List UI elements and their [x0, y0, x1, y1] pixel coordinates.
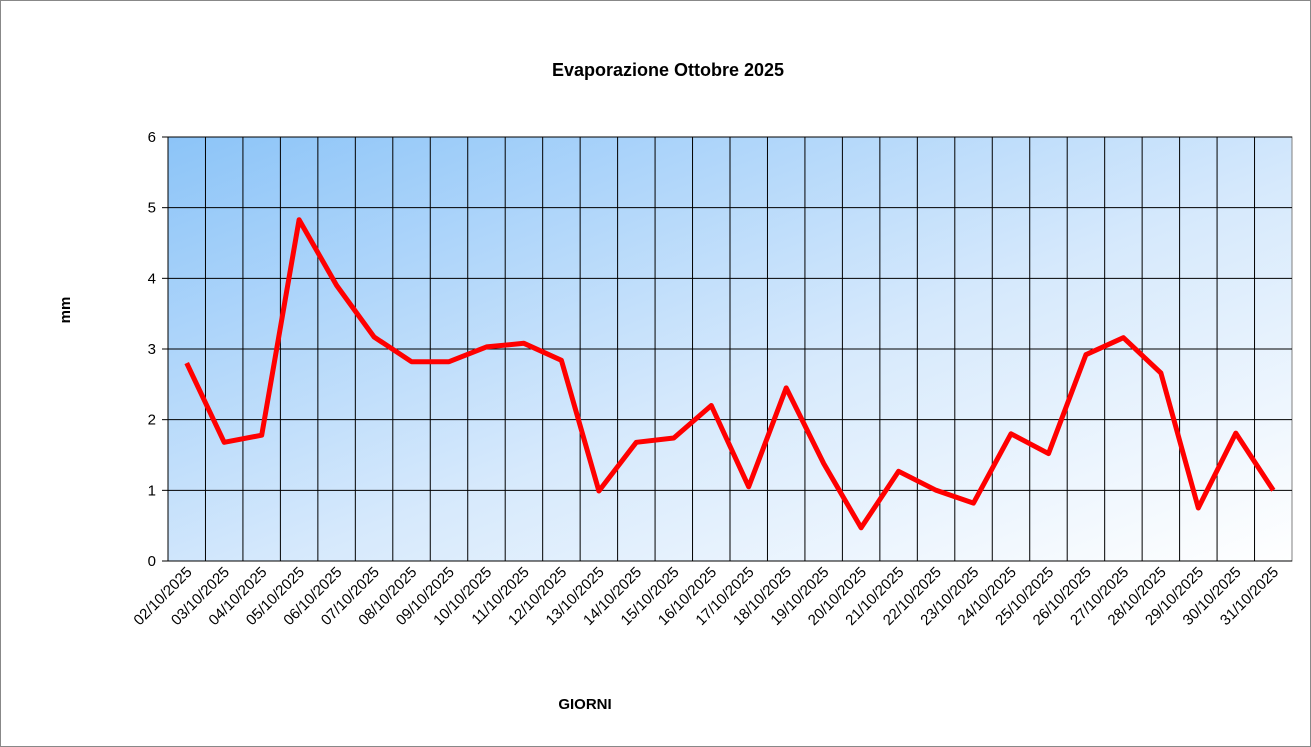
y-tick-label: 0 [148, 553, 156, 570]
y-axis-title: mm [57, 297, 74, 324]
y-tick-label: 5 [148, 200, 156, 217]
x-axis-title: GIORNI [558, 696, 611, 713]
y-tick-label: 6 [148, 129, 156, 146]
y-tick-label: 1 [148, 482, 156, 499]
chart-title: Evaporazione Ottobre 2025 [552, 60, 784, 80]
y-tick-label: 2 [148, 412, 156, 429]
data-line [184, 217, 1276, 531]
y-tick-label: 3 [148, 341, 156, 358]
y-tick-label: 4 [148, 270, 156, 287]
